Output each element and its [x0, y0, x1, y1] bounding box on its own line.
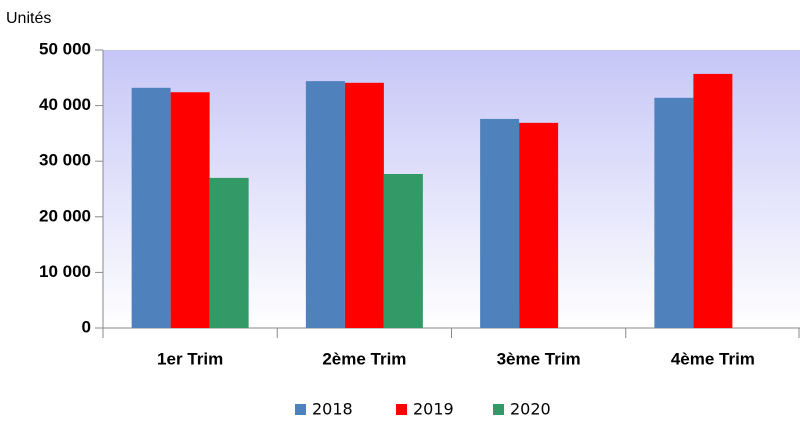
x-tick-label: 4ème Trim: [671, 349, 755, 368]
y-tick-label: 40 000: [39, 95, 91, 114]
y-tick-label: 0: [82, 317, 91, 336]
bar: [344, 82, 384, 328]
bar: [131, 87, 171, 328]
bar: [170, 92, 210, 328]
bar: [209, 177, 249, 328]
legend-label: 2020: [510, 400, 551, 419]
legend-label: 2018: [312, 400, 353, 419]
y-tick-label: 10 000: [39, 262, 91, 281]
x-tick-label: 3ème Trim: [497, 349, 581, 368]
legend-label: 2019: [413, 400, 454, 419]
y-tick-label: 50 000: [39, 39, 91, 58]
y-tick-label: 20 000: [39, 206, 91, 225]
bar: [305, 81, 345, 328]
bar: [654, 97, 694, 328]
bar: [693, 73, 733, 329]
legend-swatch: [396, 404, 407, 415]
bar: [480, 118, 520, 328]
y-tick-label: 30 000: [39, 151, 91, 170]
y-axis-label: Unités: [6, 10, 51, 27]
bar: [383, 173, 423, 328]
x-tick-label: 1er Trim: [157, 349, 223, 368]
x-tick-label: 2ème Trim: [322, 349, 406, 368]
legend-swatch: [493, 404, 504, 415]
legend-swatch: [295, 404, 306, 415]
bar: [519, 122, 559, 328]
